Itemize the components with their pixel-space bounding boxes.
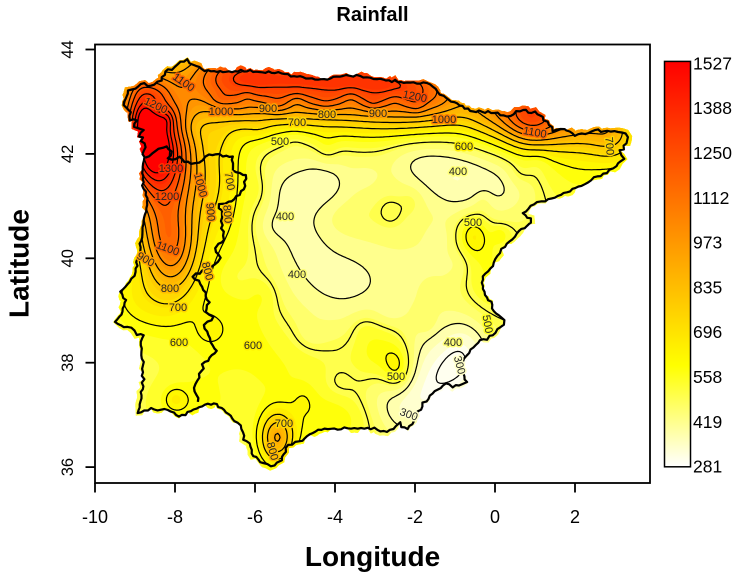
svg-text:900: 900 — [369, 108, 387, 120]
svg-text:42: 42 — [59, 145, 77, 163]
svg-text:40: 40 — [59, 249, 77, 267]
svg-text:-6: -6 — [247, 507, 263, 527]
svg-text:1112: 1112 — [693, 188, 729, 208]
svg-text:700: 700 — [602, 136, 616, 155]
svg-text:-2: -2 — [407, 507, 423, 527]
svg-text:900: 900 — [203, 202, 217, 221]
svg-text:558: 558 — [693, 367, 722, 387]
svg-text:700: 700 — [288, 117, 306, 129]
svg-text:Rainfall: Rainfall — [336, 4, 408, 26]
svg-text:1300: 1300 — [159, 163, 183, 175]
svg-text:500: 500 — [464, 217, 482, 229]
svg-text:-8: -8 — [167, 507, 183, 527]
svg-text:Longitude: Longitude — [305, 541, 440, 572]
svg-text:600: 600 — [244, 340, 262, 352]
svg-text:400: 400 — [288, 269, 306, 281]
svg-text:500: 500 — [480, 314, 495, 334]
svg-text:1200: 1200 — [155, 191, 179, 203]
svg-text:1100: 1100 — [522, 125, 547, 141]
svg-text:419: 419 — [693, 412, 722, 432]
svg-text:900: 900 — [259, 103, 277, 115]
svg-text:400: 400 — [276, 211, 294, 223]
svg-text:500: 500 — [387, 371, 405, 383]
svg-text:-10: -10 — [82, 507, 108, 527]
svg-text:1000: 1000 — [209, 106, 233, 118]
svg-text:2: 2 — [570, 507, 580, 527]
svg-text:973: 973 — [693, 233, 722, 253]
svg-text:700: 700 — [169, 302, 187, 314]
svg-text:1527: 1527 — [693, 53, 732, 73]
svg-text:700: 700 — [275, 418, 293, 430]
svg-text:38: 38 — [59, 354, 77, 372]
svg-text:696: 696 — [693, 322, 722, 342]
svg-text:1250: 1250 — [693, 143, 732, 163]
svg-text:835: 835 — [693, 277, 722, 297]
svg-text:Latitude: Latitude — [4, 209, 35, 318]
svg-text:600: 600 — [455, 141, 473, 153]
svg-text:-4: -4 — [327, 507, 343, 527]
svg-text:800: 800 — [318, 109, 336, 121]
svg-text:281: 281 — [693, 457, 722, 477]
svg-text:800: 800 — [220, 204, 234, 223]
svg-text:36: 36 — [59, 458, 77, 476]
svg-text:600: 600 — [170, 337, 188, 349]
svg-text:1000: 1000 — [432, 114, 456, 126]
svg-text:400: 400 — [444, 337, 462, 349]
svg-text:1388: 1388 — [693, 98, 732, 118]
svg-text:700: 700 — [222, 171, 237, 191]
svg-text:0: 0 — [490, 507, 500, 527]
svg-text:400: 400 — [449, 166, 467, 178]
svg-text:500: 500 — [271, 136, 289, 148]
svg-text:44: 44 — [59, 40, 77, 58]
svg-text:800: 800 — [161, 283, 179, 295]
